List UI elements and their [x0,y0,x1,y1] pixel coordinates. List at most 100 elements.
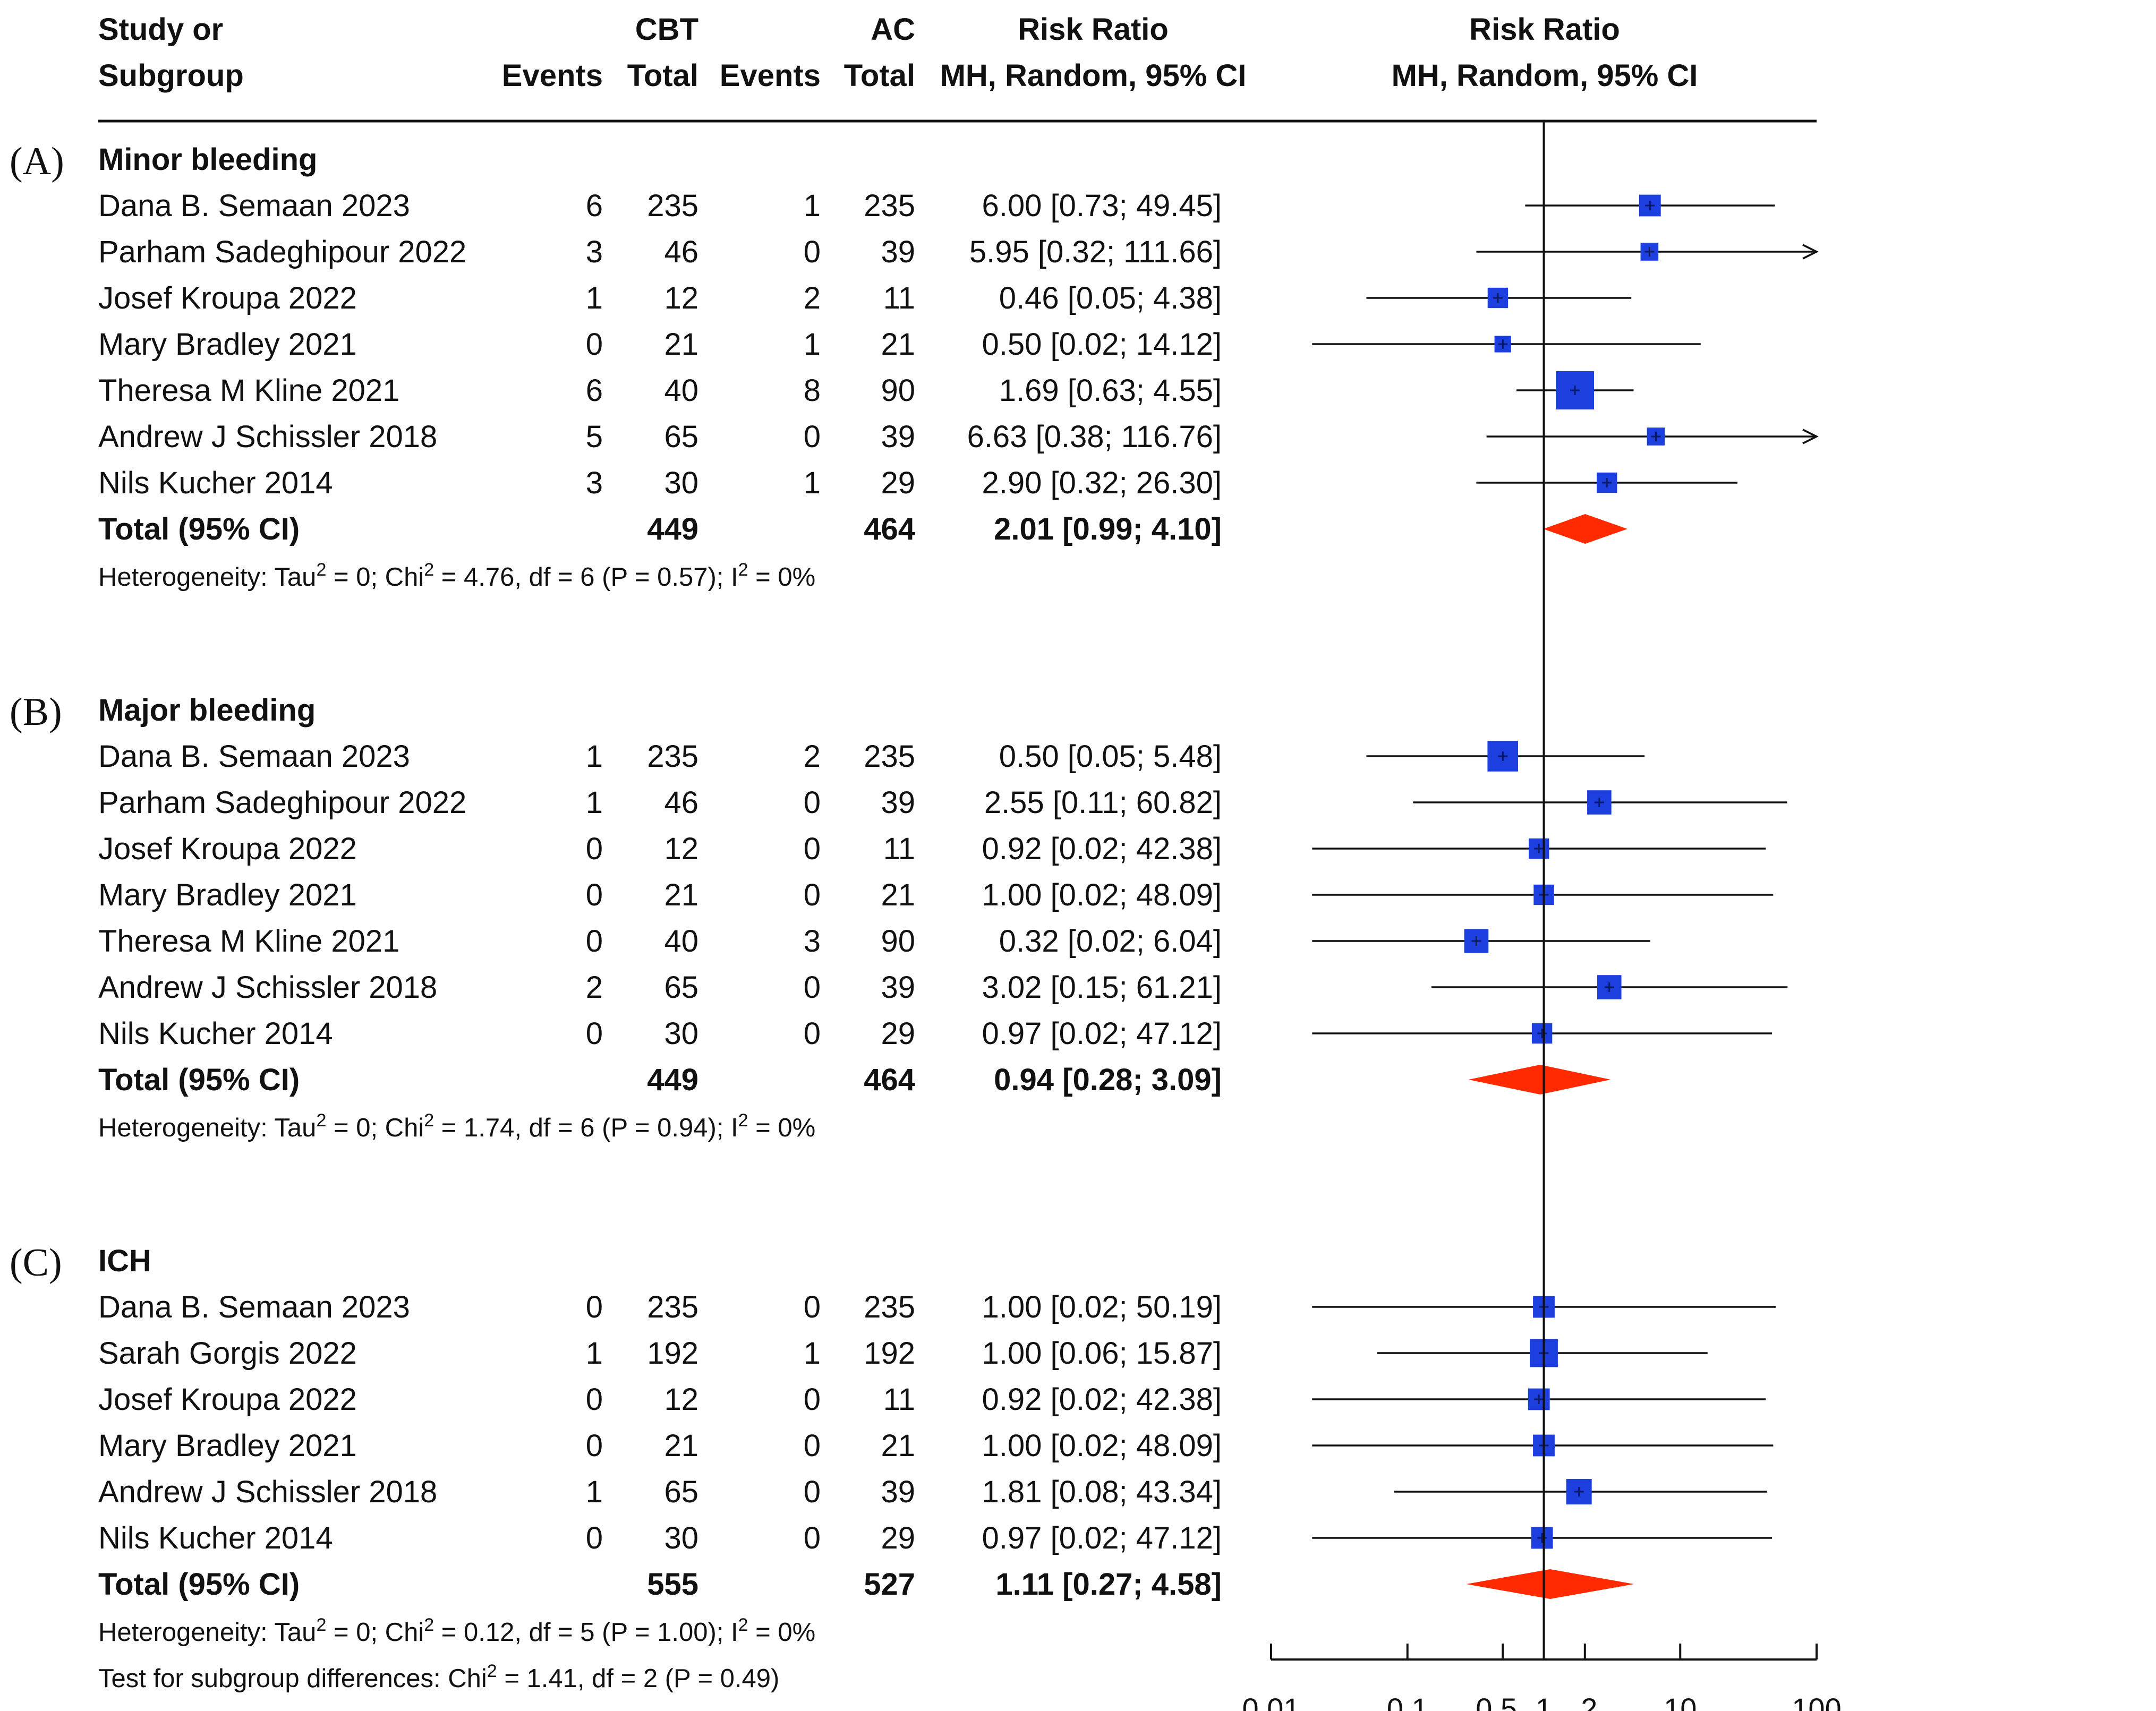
study-name: Dana B. Semaan 2023 [98,1290,410,1324]
ac-total: 39 [881,785,915,820]
text-part: Heterogeneity: Tau [98,1114,316,1142]
study-name: Theresa M Kline 2021 [98,373,399,408]
panel-label: (C) [10,1241,62,1285]
cbt-events: 0 [586,1382,603,1417]
ac-events: 1 [804,466,821,500]
x-tick-label: 0.1 [1387,1692,1428,1711]
risk-ratio-ci: 6.00 [0.73; 49.45] [982,189,1222,223]
cbt-events: 0 [586,327,603,362]
study-name: Mary Bradley 2021 [98,327,357,362]
cbt-total: 65 [664,970,698,1005]
text-part: = 0; Chi [326,1114,424,1142]
cbt-total-sum: 555 [647,1567,698,1602]
superscript: 2 [424,1110,434,1131]
x-tick-label: 10 [1664,1692,1697,1711]
ac-total: 90 [881,924,915,959]
pooled-diamond [1468,1065,1611,1094]
risk-ratio-ci: 0.50 [0.02; 14.12] [982,327,1222,362]
header-study-line1: Study or [98,12,223,47]
cbt-events: 3 [586,235,603,269]
cbt-total: 235 [647,739,698,774]
study-name: Andrew J Schissler 2018 [98,420,437,454]
risk-ratio-ci: 2.55 [0.11; 60.82] [984,785,1222,820]
ac-events: 0 [804,1382,821,1417]
ac-total: 29 [881,466,915,500]
cbt-total-sum: 449 [647,512,698,546]
cbt-total: 40 [664,924,698,959]
ac-total-sum: 527 [864,1567,915,1602]
study-name: Sarah Gorgis 2022 [98,1336,357,1371]
ac-total-sum: 464 [864,512,915,546]
cbt-total: 65 [664,420,698,454]
header-risk-ratio-method: MH, Random, 95% CI [940,58,1247,93]
plot-area: 0.010.10.51210100Favors Catheter-based T… [1242,121,1842,1711]
cbt-total: 12 [664,1382,698,1417]
cbt-total: 235 [647,189,698,223]
superscript: 2 [316,560,326,580]
subgroup-title-ich: ICH [98,1244,151,1278]
ac-total: 39 [881,420,915,454]
study-name: Josef Kroupa 2022 [98,1382,357,1417]
pooled-risk-ratio-ci: 1.11 [0.27; 4.58] [995,1567,1222,1602]
header-ac: AC [871,12,915,47]
ac-total: 192 [864,1336,915,1371]
pooled-risk-ratio-ci: 0.94 [0.28; 3.09] [994,1063,1222,1097]
cbt-events: 6 [586,373,603,408]
study-name: Nils Kucher 2014 [98,1521,333,1555]
ac-total: 11 [883,1382,915,1417]
cbt-events: 3 [586,466,603,500]
text-part: Heterogeneity: Tau [98,1618,316,1647]
ac-events: 0 [804,1428,821,1463]
ac-events: 1 [804,327,821,362]
cbt-total: 30 [664,466,698,500]
cbt-events: 0 [586,1521,603,1555]
cbt-total-sum: 449 [647,1063,698,1097]
cbt-events: 0 [586,878,603,912]
cbt-events: 1 [586,1475,603,1509]
ac-events: 0 [804,878,821,912]
ac-total: 29 [881,1521,915,1555]
text-part: = 0% [748,1114,816,1142]
text-part: = 0; Chi [326,1618,424,1647]
header-ac-events: Events [720,58,821,93]
study-name: Nils Kucher 2014 [98,1016,333,1051]
text-part: = 0% [748,563,816,592]
ac-total: 29 [881,1016,915,1051]
ac-events: 0 [804,1521,821,1555]
study-name: Andrew J Schissler 2018 [98,1475,437,1509]
heterogeneity-text: Heterogeneity: Tau2 = 0; Chi2 = 1.74, df… [98,1110,815,1142]
risk-ratio-ci: 1.00 [0.02; 48.09] [982,878,1222,912]
cbt-total: 12 [664,832,698,866]
subgroup-title-minor-bleeding: Minor bleeding [98,142,317,177]
header-study-line2: Subgroup [98,58,244,93]
superscript: 2 [316,1615,326,1635]
header-cbt: CBT [635,12,698,47]
cbt-events: 1 [586,785,603,820]
ac-events: 1 [804,189,821,223]
ac-total: 11 [883,281,915,315]
ac-total: 235 [864,1290,915,1324]
risk-ratio-ci: 1.00 [0.02; 48.09] [982,1428,1222,1463]
header-risk-ratio: Risk Ratio [1018,12,1169,47]
pooled-diamond [1543,514,1627,544]
risk-ratio-ci: 5.95 [0.32; 111.66] [969,235,1222,269]
ac-total: 235 [864,739,915,774]
panel-label: (B) [10,690,62,734]
study-name: Josef Kroupa 2022 [98,281,357,315]
text-part: = 1.74, df = 6 (P = 0.94); I [434,1114,738,1142]
x-tick-label: 0.01 [1242,1692,1300,1711]
total-label: Total (95% CI) [98,512,300,546]
superscript: 2 [738,560,748,580]
study-name: Mary Bradley 2021 [98,1428,357,1463]
total-label: Total (95% CI) [98,1063,300,1097]
ci-arrow [1802,429,1819,444]
study-name: Parham Sadeghipour 2022 [98,785,466,820]
risk-ratio-ci: 1.00 [0.06; 15.87] [982,1336,1222,1371]
ac-total: 21 [881,1428,915,1463]
cbt-events: 0 [586,1428,603,1463]
ac-events: 2 [804,739,821,774]
text-part: = 0; Chi [326,563,424,592]
ci-arrow [1802,244,1819,260]
ac-events: 0 [804,420,821,454]
